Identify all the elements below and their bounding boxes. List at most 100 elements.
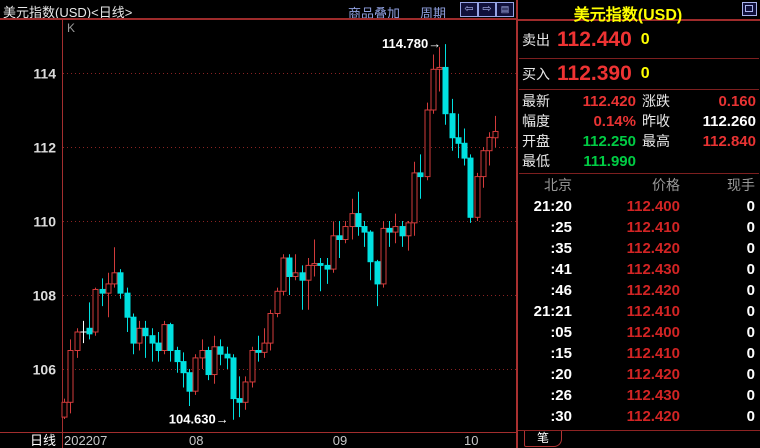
stat-label: 最低 bbox=[522, 153, 550, 169]
tick-price: 112.420 bbox=[626, 408, 680, 425]
quote-panel-title: 美元指数(USD) bbox=[573, 7, 683, 24]
tick-time: 21:21 bbox=[533, 303, 572, 320]
tick-volume: 0 bbox=[746, 240, 755, 257]
tick-time: :30 bbox=[550, 408, 572, 425]
tick-price: 112.420 bbox=[626, 240, 680, 257]
svg-text:日线: 日线 bbox=[30, 433, 56, 448]
tick-price: 112.410 bbox=[626, 303, 680, 320]
tick-volume: 0 bbox=[746, 324, 755, 341]
tick-time: 21:20 bbox=[533, 198, 572, 215]
svg-text:09: 09 bbox=[333, 433, 347, 448]
stat-value: 112.250 bbox=[582, 132, 636, 150]
stat-value: 0.14% bbox=[593, 112, 636, 130]
quote-panel: 卖出 112.440 0 买入 112.390 0 最新 112.420 涨跌 0.1… bbox=[519, 21, 759, 431]
stat-value: 112.260 bbox=[702, 112, 756, 130]
stats-row: 幅度 0.14% 昨收 112.260 bbox=[519, 111, 759, 131]
split-window-icon[interactable]: ▤ bbox=[496, 2, 514, 17]
high-annotation: 114.780→ bbox=[382, 36, 441, 51]
stat-label: 最高 bbox=[642, 133, 670, 149]
buy-label: 买入 bbox=[522, 66, 550, 82]
tick-volume: 0 bbox=[746, 345, 755, 362]
tick-time: :26 bbox=[550, 387, 572, 404]
svg-text:202207: 202207 bbox=[64, 433, 107, 448]
table-row: 21:20 112.400 0 bbox=[519, 196, 759, 217]
tick-volume: 0 bbox=[746, 387, 755, 404]
sell-price: 112.440 bbox=[557, 27, 632, 51]
col-volume: 现手 bbox=[727, 177, 755, 193]
stat-cell: 最低 111.990 bbox=[519, 151, 639, 171]
table-row: :15 112.410 0 bbox=[519, 343, 759, 364]
stat-label: 开盘 bbox=[522, 133, 550, 149]
stat-value: 112.840 bbox=[702, 132, 756, 150]
tick-time: :25 bbox=[550, 219, 572, 236]
table-row: :05 112.400 0 bbox=[519, 322, 759, 343]
buy-qty: 0 bbox=[640, 65, 650, 82]
buy-price: 112.390 bbox=[557, 62, 632, 85]
tab-tick[interactable]: 笔 bbox=[524, 431, 562, 447]
table-row: :25 112.410 0 bbox=[519, 217, 759, 238]
stat-label: 昨收 bbox=[642, 113, 670, 129]
table-row: :20 112.420 0 bbox=[519, 364, 759, 385]
tick-volume: 0 bbox=[746, 198, 755, 215]
restore-window-icon[interactable] bbox=[742, 2, 757, 16]
menu-product-overlay[interactable]: 商品叠加 bbox=[348, 6, 401, 21]
low-annotation: 104.630→ bbox=[169, 412, 229, 427]
stat-value: 0.160 bbox=[718, 92, 756, 110]
tick-price: 112.420 bbox=[626, 282, 680, 299]
tick-price: 112.430 bbox=[626, 387, 680, 404]
chart-title: 美元指数(USD)<日线> bbox=[3, 5, 133, 20]
tick-volume: 0 bbox=[746, 408, 755, 425]
next-arrow-icon[interactable]: ⇨ bbox=[478, 2, 496, 17]
tick-table-header: 北京 价格 现手 bbox=[519, 174, 759, 196]
stat-label: 幅度 bbox=[522, 113, 550, 129]
panel-divider bbox=[516, 0, 518, 448]
prev-arrow-icon[interactable]: ⇦ bbox=[460, 2, 478, 17]
tick-time: :05 bbox=[550, 324, 572, 341]
stats-grid: 最新 112.420 涨跌 0.160 幅度 0.14% 昨收 112.260 开盘 112.25… bbox=[519, 90, 759, 174]
tick-volume: 0 bbox=[746, 219, 755, 236]
sell-label: 卖出 bbox=[522, 31, 550, 48]
svg-text:114: 114 bbox=[33, 66, 56, 82]
stat-label: 最新 bbox=[522, 93, 550, 109]
tick-time: :15 bbox=[550, 345, 572, 362]
col-time: 北京 bbox=[544, 177, 572, 193]
tick-table-body: 21:20 112.400 0:25 112.410 0:35 112.420 0:41 11… bbox=[519, 196, 759, 427]
tick-time: :46 bbox=[550, 282, 572, 299]
svg-text:10: 10 bbox=[464, 433, 478, 448]
table-row: :30 112.420 0 bbox=[519, 406, 759, 427]
table-row: :35 112.420 0 bbox=[519, 238, 759, 259]
table-row: 21:21 112.410 0 bbox=[519, 301, 759, 322]
svg-text:K: K bbox=[67, 21, 75, 35]
svg-text:106: 106 bbox=[33, 362, 57, 378]
tick-volume: 0 bbox=[746, 261, 755, 278]
sell-quote-row: 卖出 112.440 0 bbox=[519, 21, 759, 59]
chart-labels: 114 112 110 108 106 K 日线 202207 08 09 10 114.780→ 10… bbox=[30, 21, 478, 448]
stat-cell: 昨收 112.260 bbox=[639, 111, 759, 131]
svg-text:112: 112 bbox=[33, 140, 56, 156]
tick-time: :35 bbox=[550, 240, 572, 257]
svg-text:110: 110 bbox=[33, 214, 56, 230]
stat-cell: 开盘 112.250 bbox=[519, 131, 639, 151]
tick-time: :41 bbox=[550, 261, 572, 278]
tick-price: 112.410 bbox=[626, 219, 680, 236]
tick-volume: 0 bbox=[746, 303, 755, 320]
candles bbox=[61, 44, 499, 420]
candlestick-chart[interactable]: 114 112 110 108 106 K 日线 202207 08 09 10 114.780→ 10… bbox=[0, 19, 517, 448]
axes bbox=[0, 19, 516, 448]
tick-price: 112.400 bbox=[626, 198, 680, 215]
svg-text:108: 108 bbox=[33, 288, 57, 304]
table-row: :46 112.420 0 bbox=[519, 280, 759, 301]
stat-cell: 最高 112.840 bbox=[639, 131, 759, 151]
stat-value: 112.420 bbox=[582, 92, 636, 110]
tick-price: 112.420 bbox=[626, 366, 680, 383]
table-row: :26 112.430 0 bbox=[519, 385, 759, 406]
stats-row: 最低 111.990 bbox=[519, 151, 759, 171]
top-divider-right bbox=[518, 19, 760, 21]
svg-text:08: 08 bbox=[189, 433, 203, 448]
table-row: :41 112.430 0 bbox=[519, 259, 759, 280]
menu-period[interactable]: 周期 bbox=[420, 6, 447, 21]
stat-value: 111.990 bbox=[583, 152, 636, 170]
tick-volume: 0 bbox=[746, 282, 755, 299]
stat-cell: 幅度 0.14% bbox=[519, 111, 639, 131]
